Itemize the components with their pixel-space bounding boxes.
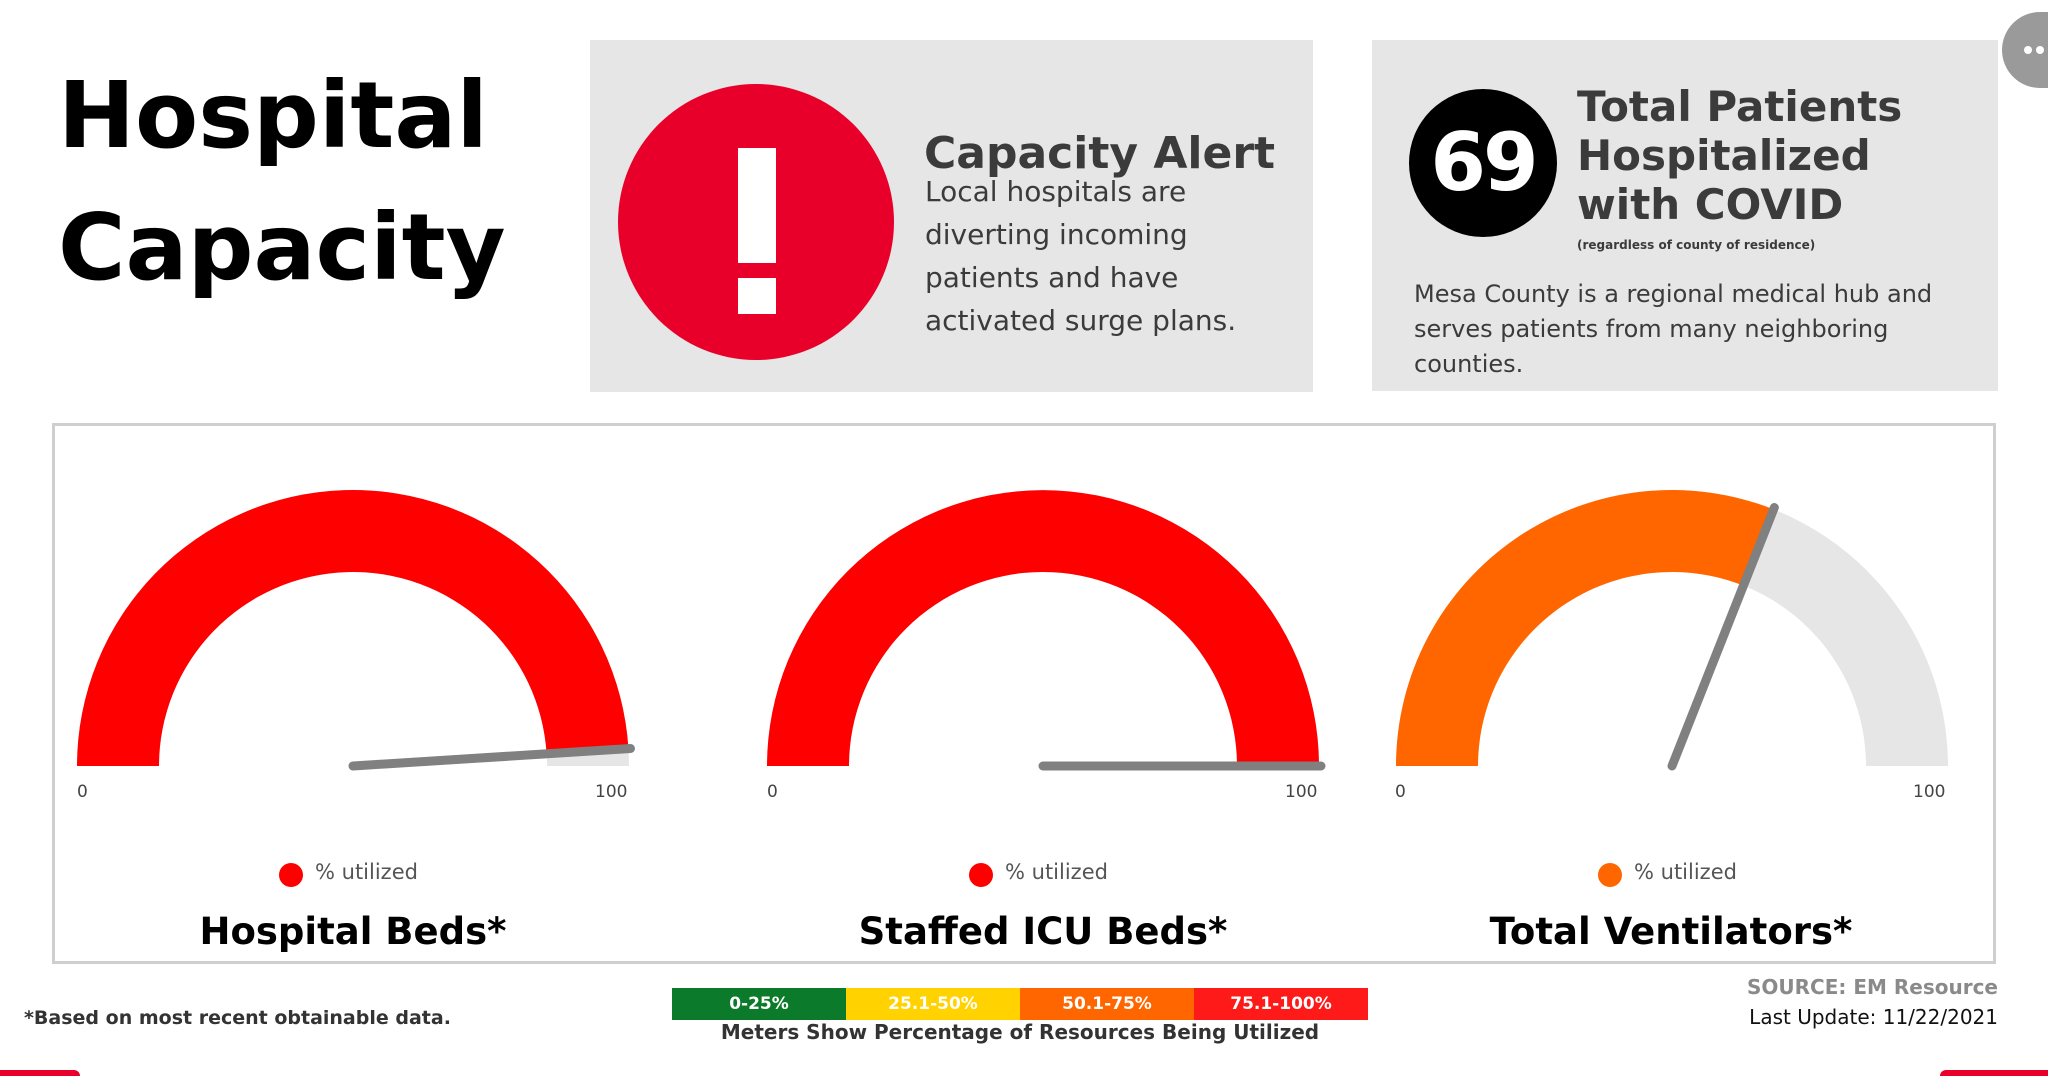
gauge-chart — [77, 490, 635, 771]
legend-dot — [1598, 863, 1622, 887]
legend-label: % utilized — [1634, 860, 1737, 884]
gauge-ventilators: 0 100 % utilized Total Ventilators* — [55, 426, 1995, 966]
legend-label: % utilized — [1005, 860, 1108, 884]
alert-body: Local hospitals are diverting incoming p… — [925, 175, 1237, 337]
legend-dot — [279, 863, 303, 887]
patients-heading: Total Patients Hospitalized with COVID — [1577, 82, 1903, 229]
gauge-icu-beds: 0 100 % utilized Staffed ICU Beds* — [55, 426, 1355, 966]
gauges-panel: 0 100 % utilized Hospital Beds* 0 100 % … — [52, 423, 1996, 964]
gauge-value-arc — [77, 490, 629, 766]
gauge-max-label: 100 — [1285, 782, 1318, 802]
gauge-title: Hospital Beds* — [199, 910, 507, 953]
utilization-scale: 0-25% 25.1-50% 50.1-75% 75.1-100% — [672, 988, 1368, 1020]
gauge-needle — [1667, 503, 1779, 771]
gauge-chart — [767, 490, 1326, 771]
legend-dot — [969, 863, 993, 887]
scale-caption: Meters Show Percentage of Resources Bein… — [720, 1020, 1320, 1044]
alert-heading: Capacity Alert — [924, 128, 1276, 179]
patients-body: Mesa County is a regional medical hub an… — [1414, 280, 1933, 378]
capacity-alert-card: Capacity Alert Local hospitals are diver… — [590, 40, 1313, 392]
last-update: Last Update: 11/22/2021 — [1749, 1005, 1998, 1029]
more-options-button[interactable] — [2002, 12, 2048, 88]
page-title: Hospital Capacity — [58, 62, 506, 301]
scale-segment-25-50: 25.1-50% — [846, 988, 1020, 1020]
scale-segment-75-100: 75.1-100% — [1194, 988, 1368, 1020]
gauge-value-arc — [1396, 489, 1774, 766]
gauge-max-label: 100 — [595, 782, 628, 802]
gauge-min-label: 0 — [77, 782, 88, 802]
accent-strip — [0, 1070, 80, 1076]
accent-strip — [1940, 1070, 2048, 1076]
footnote: *Based on most recent obtainable data. — [24, 1007, 451, 1029]
more-dots-icon — [2036, 46, 2044, 54]
gauge-needle — [348, 744, 635, 771]
gauge-min-label: 0 — [1395, 782, 1406, 802]
patients-note: (regardless of county of residence) — [1577, 238, 1816, 252]
gauge-title: Total Ventilators* — [1489, 910, 1853, 953]
gauge-min-label: 0 — [767, 782, 778, 802]
source-label: SOURCE: EM Resource — [1746, 975, 1998, 999]
legend-label: % utilized — [315, 860, 418, 884]
patients-card: 69 Total Patients Hospitalized with COVI… — [1372, 40, 1998, 391]
gauge-hospital-beds: 0 100 % utilized Hospital Beds* — [55, 426, 695, 966]
patient-count: 69 — [1409, 89, 1557, 237]
exclamation-icon — [738, 148, 776, 263]
exclamation-dot — [738, 278, 776, 314]
more-dots-icon — [2024, 46, 2032, 54]
scale-segment-50-75: 50.1-75% — [1020, 988, 1194, 1020]
gauge-chart — [1396, 489, 1948, 771]
alert-circle — [618, 84, 894, 360]
gauge-value-arc — [767, 490, 1319, 766]
gauge-max-label: 100 — [1913, 782, 1946, 802]
scale-segment-0-25: 0-25% — [672, 988, 846, 1020]
gauge-title: Staffed ICU Beds* — [858, 910, 1228, 953]
